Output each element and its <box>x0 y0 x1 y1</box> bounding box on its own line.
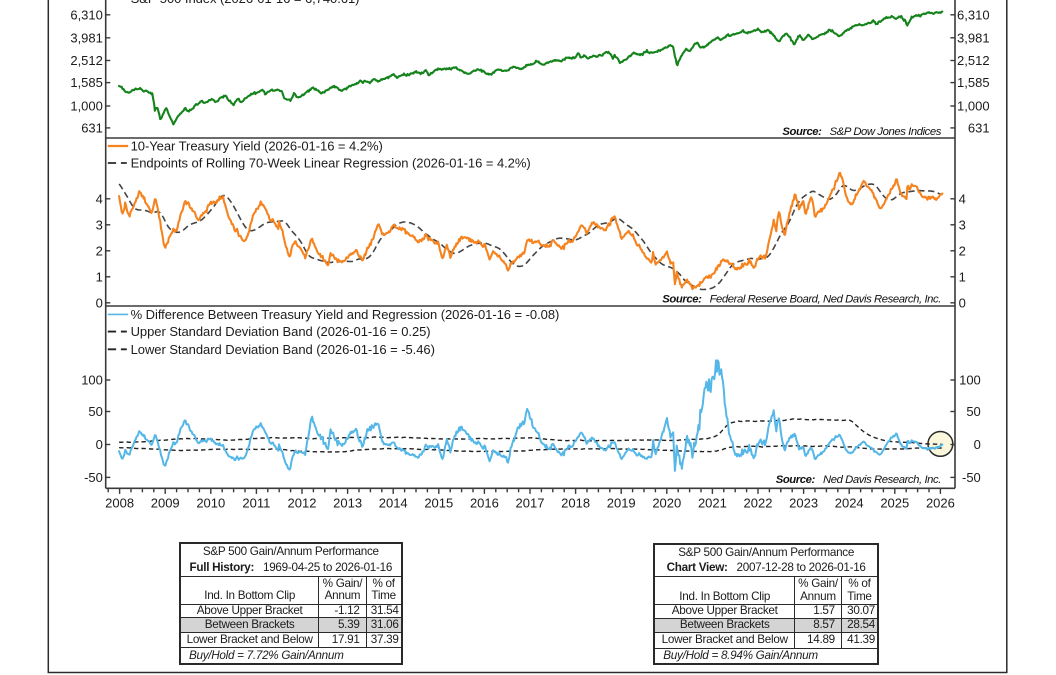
svg-text:2026: 2026 <box>926 495 955 510</box>
svg-text:6,310: 6,310 <box>957 7 990 22</box>
svg-text:2019: 2019 <box>607 495 636 510</box>
svg-text:S&P 500 Index (2026-01-16 = 6,: S&P 500 Index (2026-01-16 = 6,740.61) <box>131 0 360 6</box>
svg-text:100: 100 <box>959 373 981 388</box>
svg-text:2025: 2025 <box>880 495 909 510</box>
svg-text:2024: 2024 <box>835 495 864 510</box>
svg-text:Source: Federal Reserve Boar: Source: Federal Reserve Board, Ned Davis… <box>662 293 941 305</box>
svg-text:4: 4 <box>959 191 966 206</box>
svg-text:2020: 2020 <box>652 495 681 510</box>
svg-text:1,585: 1,585 <box>957 75 990 90</box>
svg-text:100: 100 <box>81 373 103 388</box>
svg-text:3: 3 <box>96 217 103 232</box>
svg-text:2016: 2016 <box>470 495 499 510</box>
svg-text:3,981: 3,981 <box>70 30 103 45</box>
svg-text:0: 0 <box>96 295 103 310</box>
svg-text:Lower Standard Deviation Band: Lower Standard Deviation Band (2026-01-1… <box>131 342 435 357</box>
svg-text:2011: 2011 <box>242 495 270 510</box>
svg-text:-50: -50 <box>84 470 103 485</box>
svg-text:1: 1 <box>96 269 103 284</box>
svg-text:2017: 2017 <box>516 495 545 510</box>
svg-text:% Difference Between Treasury: % Difference Between Treasury Yield and … <box>131 307 560 322</box>
svg-text:Source: S&P Dow Jones Indice: Source: S&P Dow Jones Indices <box>782 126 941 138</box>
svg-text:1,000: 1,000 <box>70 99 103 114</box>
svg-text:Upper Standard Deviation Band: Upper Standard Deviation Band (2026-01-1… <box>131 324 431 339</box>
svg-text:3,981: 3,981 <box>957 30 990 45</box>
svg-text:2022: 2022 <box>744 495 773 510</box>
svg-text:2015: 2015 <box>424 495 453 510</box>
svg-text:0: 0 <box>959 295 966 310</box>
svg-text:0: 0 <box>974 437 981 452</box>
svg-text:2: 2 <box>96 243 103 258</box>
svg-text:2018: 2018 <box>561 495 590 510</box>
svg-text:1,585: 1,585 <box>70 75 103 90</box>
svg-text:2009: 2009 <box>151 495 180 510</box>
svg-text:4: 4 <box>96 191 103 206</box>
svg-text:631: 631 <box>968 121 990 136</box>
svg-text:2,512: 2,512 <box>957 53 990 68</box>
svg-text:2023: 2023 <box>789 495 818 510</box>
svg-text:2008: 2008 <box>105 495 134 510</box>
svg-text:2010: 2010 <box>196 495 225 510</box>
svg-text:0: 0 <box>96 437 103 452</box>
svg-text:631: 631 <box>81 121 103 136</box>
svg-text:6,310: 6,310 <box>70 7 103 22</box>
svg-text:2: 2 <box>959 243 966 258</box>
svg-text:3: 3 <box>959 217 966 232</box>
svg-text:2014: 2014 <box>379 495 408 510</box>
svg-text:2013: 2013 <box>333 495 362 510</box>
svg-text:Source: Ned Davis Research,: Source: Ned Davis Research, Inc. <box>776 474 941 486</box>
svg-text:50: 50 <box>88 404 102 419</box>
svg-text:2012: 2012 <box>288 495 317 510</box>
svg-text:10-Year Treasury Yield (2026-0: 10-Year Treasury Yield (2026-01-16 = 4.2… <box>131 139 383 154</box>
svg-text:-50: -50 <box>962 470 981 485</box>
svg-text:1: 1 <box>959 269 966 284</box>
svg-text:50: 50 <box>966 404 980 419</box>
svg-text:1,000: 1,000 <box>957 99 990 114</box>
svg-text:2021: 2021 <box>698 495 727 510</box>
svg-text:2,512: 2,512 <box>70 53 103 68</box>
svg-text:Endpoints of Rolling 70-Week L: Endpoints of Rolling 70-Week Linear Regr… <box>131 156 531 171</box>
